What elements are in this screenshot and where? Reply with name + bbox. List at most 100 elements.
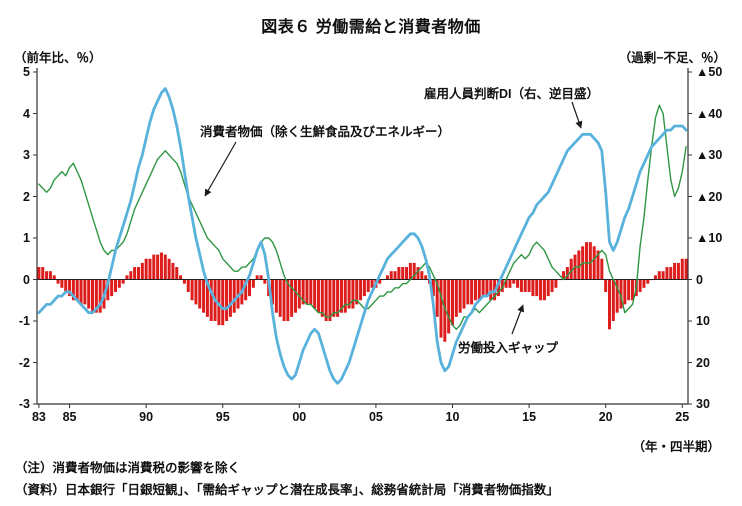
left-axis-tick: 4 [23,106,30,121]
right-axis-tick: ▲20 [696,189,723,204]
x-axis-tick: 90 [139,410,154,424]
gap-bar [293,279,297,313]
right-axis-tick: ▲10 [696,230,723,245]
gap-bar [454,279,458,317]
gap-bar [500,279,504,292]
gap-bar [190,279,194,301]
gap-bar [447,279,451,334]
gap-bar [282,279,286,321]
left-axis-tick: -3 [18,396,30,411]
chart-title: 図表６ 労働需給と消費者物価 [261,19,481,36]
gap-bar [523,279,527,292]
gap-bar [205,279,209,317]
gap-bar [516,279,520,288]
left-axis-tick: 5 [23,64,30,79]
gap-bar [125,275,129,280]
gap-bar [136,267,140,280]
gap-bar [646,279,650,284]
x-axis-unit-label: （年・四半期） [632,440,720,454]
gap-bar [309,279,313,305]
x-axis-tick: 15 [522,410,537,424]
gap-bar [550,279,554,292]
gap-bar [228,279,232,317]
gap-bar [351,279,355,309]
gap-bar [630,279,634,301]
x-axis-tick: 10 [445,410,460,424]
gap-bar [171,262,175,280]
gap-bar [661,271,665,280]
gap-bar [615,279,619,313]
gap-bar [152,254,156,280]
gap-bar [600,258,604,280]
gap-bar [251,279,255,288]
gap-bar [397,267,401,280]
di-annotation-arrow [571,101,583,129]
gap-bar [182,279,186,284]
gap-bar [527,279,531,292]
left-axis-tick: -1 [18,313,30,328]
gap-bar [673,262,677,280]
gap-bar [60,279,64,288]
gap-bar [596,250,600,280]
footnote: （注）消費者物価は消費税の影響を除く [15,461,241,475]
gap-bar [202,279,206,313]
gap-bar [232,279,236,313]
gap-bar [676,262,680,280]
gap-bar [324,279,328,321]
cpi-line [38,104,687,330]
left-axis-tick: 1 [23,230,30,245]
gap-bar [638,279,642,292]
gap-bar [680,258,684,280]
gap-bar [512,279,516,284]
gap-bar [535,279,539,297]
gap-bar [41,267,45,280]
gap-bar [508,279,512,288]
gap-bar [611,279,615,321]
gap-bar [305,279,309,305]
x-axis-tick: 00 [292,410,307,424]
gap-bar [91,279,95,313]
gap-bar [554,279,558,288]
gap-bar [278,279,282,317]
gap-bar [217,279,221,326]
gap-bar [405,267,409,280]
gap-bar [339,279,343,313]
gap-bar [336,279,340,317]
gap-bar [665,267,669,280]
x-axis-tick: 25 [675,410,690,424]
gap-bar [313,279,317,309]
gap-bar [546,279,550,297]
annotation-di-label: 雇用人員判断DI（右、逆目盛） [424,87,600,101]
gap-bar [343,279,347,313]
gap-bar [75,279,79,301]
gap-bar [110,279,114,297]
gap-bar [477,279,481,301]
gap-bar [669,267,673,280]
right-axis-tick: ▲50 [696,64,723,79]
gap-bar [255,275,259,280]
gap-bar [148,258,152,280]
gap-bar [114,279,117,292]
gap-bar [577,250,581,280]
gap-bar [248,279,252,297]
gap-bar [355,279,359,305]
gap-bar [450,279,454,326]
left-axis-tick: -2 [18,355,30,370]
gap-bar [473,279,477,301]
gap-bar [370,279,374,288]
gap-bar [481,279,485,297]
gap-bar [167,258,171,280]
gap-bar [623,279,627,305]
gap-bar [416,267,420,280]
gap-bar [562,271,566,280]
gap-bar [140,262,144,280]
gap-bar [117,279,121,288]
gap-bar [362,279,366,297]
annotation-gap-label: 労働投入ギャップ [458,341,559,355]
gap-bar [129,271,133,280]
gap-bar [274,279,278,313]
gap-bar [290,279,294,317]
gap-annotation-arrow [511,304,525,335]
gap-bar [332,279,336,317]
